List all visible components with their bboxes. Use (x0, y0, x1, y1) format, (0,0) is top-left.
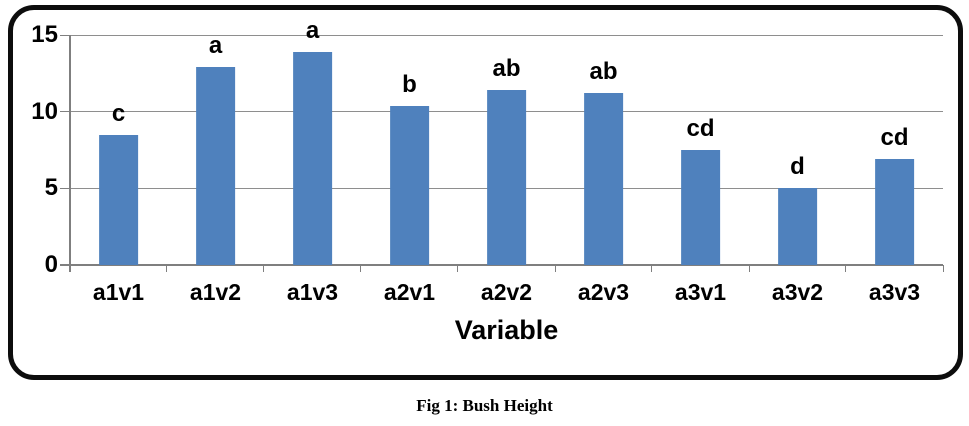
bar-label-a1v2: a (208, 32, 223, 60)
bar-a3v3 (874, 159, 915, 265)
x-tick-mark-4 (457, 265, 459, 272)
y-tick-mark-15 (60, 34, 70, 36)
bar-a2v2 (486, 90, 527, 265)
gridline-y-15 (70, 34, 943, 36)
bar-label-a1v3: a (305, 16, 320, 44)
y-tick-mark-10 (60, 111, 70, 113)
y-axis-line (69, 35, 71, 272)
bar-cell-a2v1: b (361, 35, 458, 265)
y-tick-label-0: 0 (44, 251, 58, 278)
bar-a1v1 (98, 134, 139, 265)
x-axis-line (60, 264, 943, 266)
category-label-a1v2: a1v2 (189, 279, 242, 305)
bar-a3v1 (680, 150, 721, 265)
bar-cell-a3v3: cd (846, 35, 943, 265)
y-tick-label-15: 15 (31, 21, 58, 48)
bar-cell-a2v2: ab (458, 35, 555, 265)
bar-cell-a1v1: c (70, 35, 167, 265)
figure-caption: Fig 1: Bush Height (416, 396, 553, 415)
bar-cell-a1v2: a (167, 32, 264, 265)
x-tick-mark-9 (942, 265, 944, 272)
bar-label-a2v1: b (402, 70, 417, 98)
bar-a2v3 (583, 93, 624, 265)
y-tick-label-10: 10 (31, 97, 58, 125)
bar-cell-a3v2: d (749, 35, 846, 265)
bar-cell-a3v1: cd (652, 35, 749, 265)
bar-label-a3v3: cd (880, 124, 909, 152)
bar-label-a3v1: cd (686, 115, 715, 142)
category-label-a2v2: a2v2 (480, 279, 533, 305)
y-tick-mark-5 (60, 187, 70, 189)
x-tick-mark-5 (554, 265, 556, 272)
x-tick-mark-0 (69, 265, 71, 272)
bar-label-a2v2: ab (492, 55, 521, 83)
y-tick-label-5: 5 (44, 174, 58, 202)
bar-a1v3 (292, 51, 333, 265)
bar-label-a2v3: ab (589, 58, 618, 86)
x-tick-mark-6 (651, 265, 653, 272)
x-tick-mark-3 (360, 265, 362, 272)
x-tick-mark-1 (166, 265, 168, 272)
plot-area: 0 5 10 15 c a a b ab ab cd d cd (31, 18, 944, 277)
category-label-a2v1: a2v1 (383, 279, 436, 305)
category-label-a2v3: a2v3 (577, 279, 630, 305)
category-label-a1v1: a1v1 (92, 279, 145, 305)
category-label-a3v3: a3v3 (868, 279, 921, 305)
bar-label-a3v2: d (790, 153, 805, 181)
bar-series: c a a b ab ab cd d cd (70, 18, 943, 265)
bar-a1v2 (195, 67, 236, 265)
bar-a2v1 (389, 105, 430, 265)
category-label-a3v1: a3v1 (674, 279, 727, 305)
bar-label-a1v1: c (111, 99, 126, 127)
category-label-a1v3: a1v3 (286, 279, 339, 305)
category-label-a3v2: a3v2 (771, 279, 824, 305)
x-tick-mark-8 (845, 265, 847, 272)
x-axis-category-labels: a1v1 a1v2 a1v3 a2v1 a2v2 a2v3 a3v1 a3v2 a3v3 (70, 279, 943, 306)
x-axis-title: Variable (454, 315, 559, 345)
bar-cell-a1v3: a (264, 18, 361, 265)
x-tick-mark-2 (263, 265, 265, 272)
bar-a3v2 (777, 188, 818, 265)
x-tick-mark-7 (748, 265, 750, 272)
bar-cell-a2v3: ab (555, 35, 652, 265)
